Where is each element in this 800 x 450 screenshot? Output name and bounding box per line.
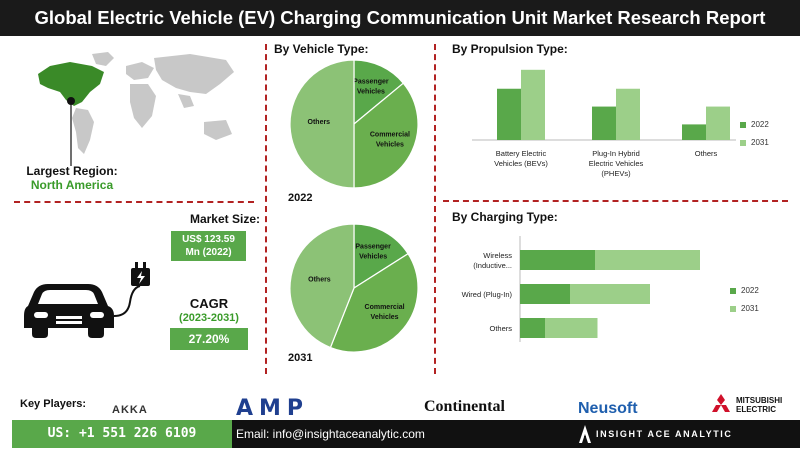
divider-horizontal-left — [14, 201, 254, 203]
divider-vertical-left — [265, 44, 267, 374]
electric-car-icon — [24, 284, 141, 338]
propulsion-bar-0-1 — [592, 106, 616, 140]
propulsion-category-label-0: Battery Electric Vehicles (BEVs) — [494, 149, 548, 168]
pie-chart-2022: Passenger Vehicles Commercial Vehicles Other… — [289, 59, 419, 189]
pie-year-2031: 2031 — [288, 352, 313, 364]
cagr-label: CAGR — [189, 296, 229, 311]
charging-type-title: By Charging Type: — [452, 210, 558, 224]
divider-vertical-right — [434, 44, 436, 374]
vehicle-type-title: By Vehicle Type: — [274, 42, 369, 56]
cagr-value: 27.20% — [170, 328, 248, 350]
key-players-label: Key Players: — [20, 398, 87, 410]
amp-logo: AMP — [236, 396, 310, 421]
pie-2031-slice-1 — [329, 252, 419, 353]
mitsubishi-line1: MITSUBISHI — [736, 396, 783, 405]
charging-bar-chart: Wireless (Inductive... Wired (Plug-In) Othe… — [462, 236, 700, 342]
mitsubishi-line2: ELECTRIC — [736, 405, 776, 414]
charging-category-label-1: Wired (Plug-In) — [462, 290, 513, 299]
largest-region-value: North America — [30, 178, 114, 192]
propulsion-legend-label-1: 2031 — [751, 138, 769, 147]
insightace-logo-icon — [579, 425, 591, 443]
propulsion-bar-0-0 — [497, 88, 521, 140]
propulsion-bar-0-2 — [682, 124, 706, 140]
propulsion-legend-label-0: 2022 — [751, 120, 769, 129]
propulsion-legend-item-1: 2031 — [740, 138, 790, 147]
charging-legend-label-0: 2022 — [741, 286, 759, 295]
continental-logo: Continental — [424, 398, 505, 415]
divider-horizontal-right — [443, 200, 788, 202]
footer-phone-bar — [12, 420, 232, 448]
propulsion-category-label-1: Plug-In Hybrid Electric Vehicles (PHEVs) — [589, 149, 644, 178]
charging-legend: 2022 2031 — [730, 286, 780, 322]
neusoft-logo: Neusoft — [578, 400, 638, 417]
propulsion-bar-chart: Battery Electric Vehicles (BEVs) Plug-In H… — [472, 69, 736, 178]
pie-year-2022: 2022 — [288, 192, 313, 204]
propulsion-bar-1-2 — [706, 106, 730, 140]
charging-category-label-2: Others — [489, 324, 512, 333]
charging-legend-swatch-1 — [730, 305, 736, 312]
propulsion-bar-1-1 — [616, 88, 640, 140]
brand-name: INSIGHT ACE ANALYTIC — [596, 429, 733, 439]
pie-2031-slice-2 — [289, 223, 355, 349]
propulsion-legend-item-0: 2022 — [740, 120, 790, 129]
market-size-value: US$ 123.59 Mn (2022) — [171, 231, 246, 261]
largest-region-label: Largest Region: — [26, 164, 118, 178]
charging-legend-swatch-0 — [730, 287, 736, 294]
mitsubishi-electric-logo: MITSUBISHI ELECTRIC — [736, 396, 782, 414]
market-size-label: Market Size: — [189, 212, 260, 226]
propulsion-legend-swatch-0 — [740, 121, 746, 128]
propulsion-type-title: By Propulsion Type: — [452, 42, 568, 56]
akka-logo: AKKA — [112, 404, 148, 416]
mitsubishi-diamonds-icon — [712, 394, 730, 412]
charging-legend-label-1: 2031 — [741, 304, 759, 313]
pie-chart-2031: Passenger Vehicles Commercial Vehicles Other… — [289, 223, 419, 353]
propulsion-category-label-2: Others — [695, 149, 718, 158]
market-size-value-line2: Mn (2022) — [185, 247, 232, 258]
charging-legend-item-0: 2022 — [730, 286, 780, 295]
title-bar — [0, 0, 800, 36]
report-title: Global Electric Vehicle (EV) Charging Co… — [34, 7, 766, 28]
charging-category-label-0: Wireless (Inductive... — [473, 251, 512, 270]
propulsion-legend: 2022 2031 — [740, 120, 790, 156]
charging-bar-1-1 — [570, 284, 650, 304]
market-size-value-line1: US$ 123.59 — [182, 234, 235, 245]
world-map-icon — [38, 52, 234, 154]
pie-2031-slice-label-0: Passenger Vehicles — [355, 244, 391, 261]
pie-2022-slice-label-1: Commercial Vehicles — [370, 131, 410, 148]
location-pin-icon — [67, 97, 75, 166]
pie-2031-slice-0 — [353, 223, 409, 290]
pie-2031-slice-label-1: Commercial Vehicles — [365, 304, 405, 321]
charging-bar-0-1 — [520, 284, 570, 304]
pie-2022-slice-label-0: Passenger Vehicles — [353, 79, 389, 96]
email-address[interactable]: Email: info@insightaceanalytic.com — [236, 427, 425, 441]
charging-bar-1-2 — [545, 318, 598, 338]
charging-legend-item-1: 2031 — [730, 304, 780, 313]
pie-2022-slice-label-2: Others — [308, 119, 331, 126]
propulsion-bar-1-0 — [521, 69, 545, 140]
charging-bar-1-0 — [595, 250, 700, 270]
footer-dark-bar — [232, 420, 800, 448]
pie-2031-slice-label-2: Others — [308, 276, 331, 283]
cagr-period: (2023-2031) — [179, 312, 239, 324]
phone-number[interactable]: US: +1 551 226 6109 — [47, 426, 197, 441]
pie-2022-slice-2 — [289, 59, 355, 189]
charging-bar-0-2 — [520, 318, 545, 338]
propulsion-legend-swatch-1 — [740, 139, 746, 146]
pie-2022-slice-0 — [353, 59, 405, 126]
charging-plug-icon — [131, 262, 150, 286]
charging-bar-0-0 — [520, 250, 595, 270]
pie-2022-slice-1 — [353, 82, 419, 189]
